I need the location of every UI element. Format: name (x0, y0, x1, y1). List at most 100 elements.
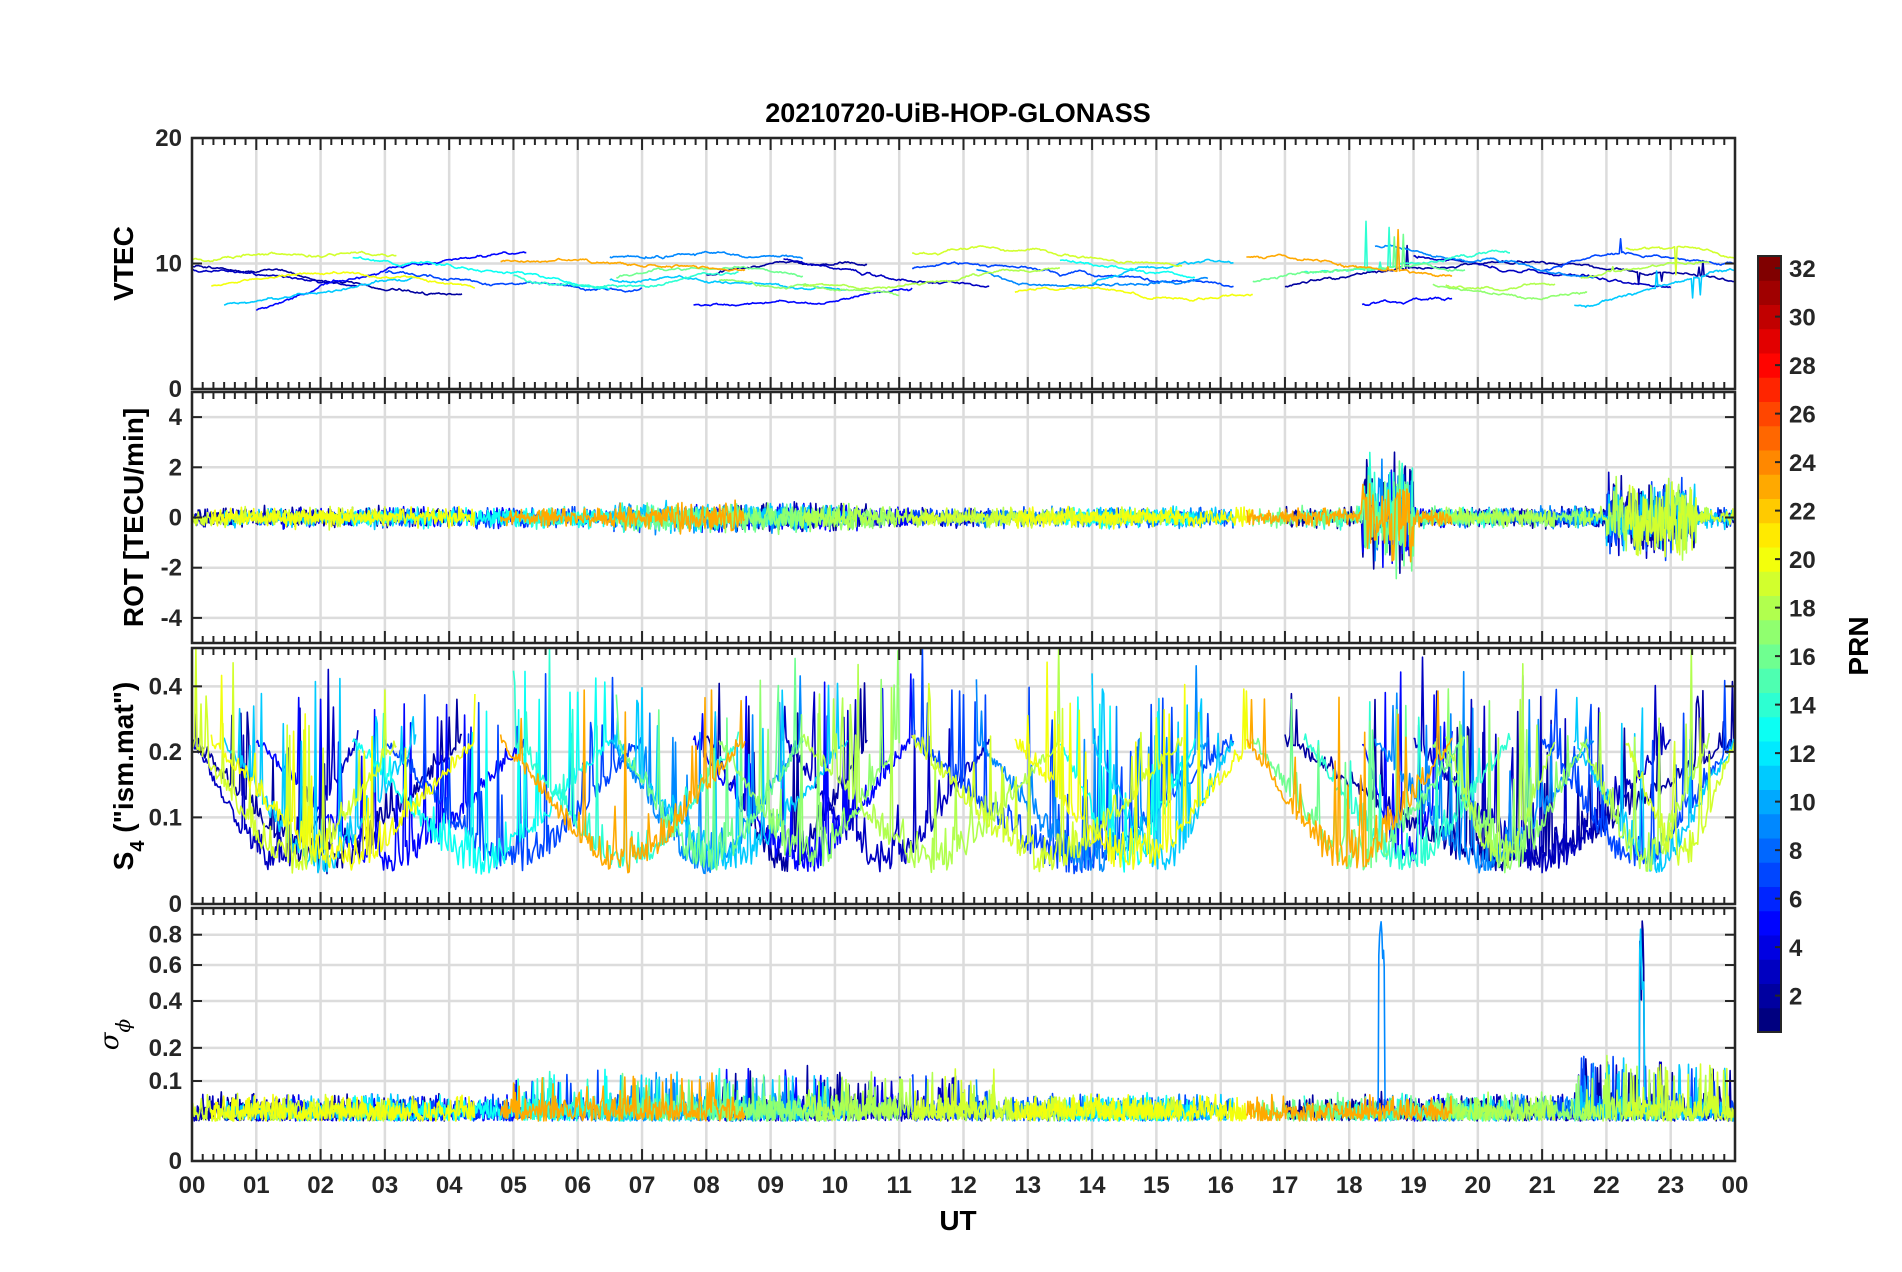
x-tick-label: 11 (887, 1172, 912, 1199)
series-prn-23 (1246, 690, 1453, 869)
series-prn-5 (692, 673, 913, 872)
traces-s4 (192, 648, 1735, 875)
y-tick-label: 0.6 (149, 952, 182, 979)
series-prn-13 (1059, 259, 1196, 279)
colorbar-segment (1758, 522, 1781, 548)
y-tick-label: 0 (169, 376, 182, 403)
panel-rot: -4 -2 0 2 4 ROT [TECU/min] (118, 390, 1737, 645)
x-tick-label: 17 (1272, 1172, 1299, 1199)
traces-sigma_phi (192, 920, 1735, 1122)
colorbar-segment (1758, 547, 1781, 572)
series-prn-3 (783, 257, 990, 288)
panel-vtec: 0 10 20 VTEC (108, 125, 1737, 403)
x-tick-label: 15 (1143, 1172, 1170, 1199)
x-tick-label: 21 (1529, 1172, 1556, 1199)
colorbar-segment (1758, 862, 1781, 887)
x-ticks (191, 908, 1736, 1161)
series-prn-11 (223, 276, 416, 306)
x-axis-label: UT (939, 1205, 976, 1236)
colorbar-tick-label: 18 (1789, 596, 1816, 623)
series-prn-20 (1014, 505, 1253, 530)
y-tick-label: 0 (169, 1148, 182, 1175)
colorbar-segment (1758, 328, 1781, 354)
x-tick-label: 03 (372, 1172, 399, 1199)
series-prn-23 (1245, 483, 1453, 563)
series-prn-11 (1091, 258, 1234, 285)
x-tick-labels: 00 01 02 03 04 05 06 07 08 09 10 11 12 13 14 15 16 17 18 19… (179, 1172, 1749, 1199)
x-tick-label: 16 (1207, 1172, 1234, 1199)
x-tick-label: 22 (1593, 1172, 1620, 1199)
series-prn-7 (912, 261, 1234, 288)
colorbar-segment (1758, 450, 1781, 475)
x-tick-label: 19 (1400, 1172, 1427, 1199)
colorbar-segment (1758, 304, 1781, 330)
x-tick-label: 13 (1014, 1172, 1041, 1199)
colorbar-segment (1758, 789, 1781, 815)
series-prn-2 (1284, 244, 1735, 288)
x-ticks (191, 648, 1736, 904)
colorbar-segment (1758, 668, 1781, 693)
series-prn-17 (718, 650, 900, 867)
colorbar-segment (1758, 741, 1781, 766)
colorbar-tick-label: 10 (1789, 790, 1816, 817)
series-prn-11 (1574, 267, 1735, 308)
colorbar-segment (1758, 1007, 1781, 1033)
x-tick-label: 06 (564, 1172, 591, 1199)
series-prn-18 (1444, 1091, 1556, 1122)
x-tick-label: 20 (1464, 1172, 1491, 1199)
y-tick-label: 2 (169, 454, 182, 481)
y-tick-label: 4 (169, 404, 183, 431)
x-tick-label: 14 (1079, 1172, 1106, 1199)
series-prn-20 (210, 505, 476, 531)
x-ticks (191, 392, 1736, 643)
colorbar-frame (1757, 255, 1782, 1033)
series-prn-3 (192, 668, 359, 871)
series-prn-19 (192, 250, 397, 263)
colorbar-segment (1758, 716, 1781, 742)
series-prn-20 (1014, 1093, 1254, 1122)
colorbar-segment (1758, 959, 1781, 984)
series-prn-23 (499, 1072, 746, 1122)
x-tick-label: 12 (950, 1172, 977, 1199)
series-prn-3 (1413, 656, 1671, 874)
series-prn-17 (1432, 283, 1588, 301)
colorbar-segment (1758, 813, 1781, 839)
colorbar-segment (1758, 935, 1781, 960)
y-tick-label: 0.4 (149, 988, 183, 1015)
series-prn-9 (1374, 244, 1594, 279)
colorbar-tick-label: 12 (1789, 741, 1816, 768)
y-tick-label: 0.1 (149, 804, 182, 831)
colorbar-label: PRN (1843, 616, 1874, 675)
y-tick-label: 0 (169, 891, 182, 918)
series-prn-13 (352, 256, 611, 291)
series-prn-18 (1444, 663, 1556, 869)
x-tick-label: 10 (822, 1172, 849, 1199)
series-prn-17 (1432, 688, 1588, 874)
series-prn-19 (912, 245, 1183, 267)
traces-vtec (192, 220, 1735, 312)
y-tick-label: 10 (155, 251, 182, 278)
series-prn-20 (1014, 661, 1254, 870)
x-tick-label: 01 (243, 1172, 270, 1199)
x-tick-label: 08 (693, 1172, 720, 1199)
series-prn-16 (1252, 1091, 1465, 1122)
colorbar-tick-label: 22 (1789, 499, 1816, 526)
colorbar-segment (1758, 644, 1781, 669)
y-axis-label: VTEC (108, 226, 139, 301)
series-prn-18 (1580, 261, 1710, 279)
colorbar-segment (1758, 377, 1781, 402)
series-prn-20 (211, 271, 476, 289)
colorbar-segment (1758, 256, 1781, 281)
series-prn-19 (1625, 717, 1735, 866)
x-tick-label: 09 (757, 1172, 784, 1199)
x-tick-label: 00 (179, 1172, 206, 1199)
series-prn-7 (1541, 679, 1735, 867)
colorbar-segment (1758, 474, 1781, 499)
y-tick-label: 0.1 (149, 1068, 182, 1095)
series-prn-23 (499, 499, 746, 535)
series-prn-9 (976, 268, 1209, 287)
y-tick-label: 0 (169, 505, 182, 532)
